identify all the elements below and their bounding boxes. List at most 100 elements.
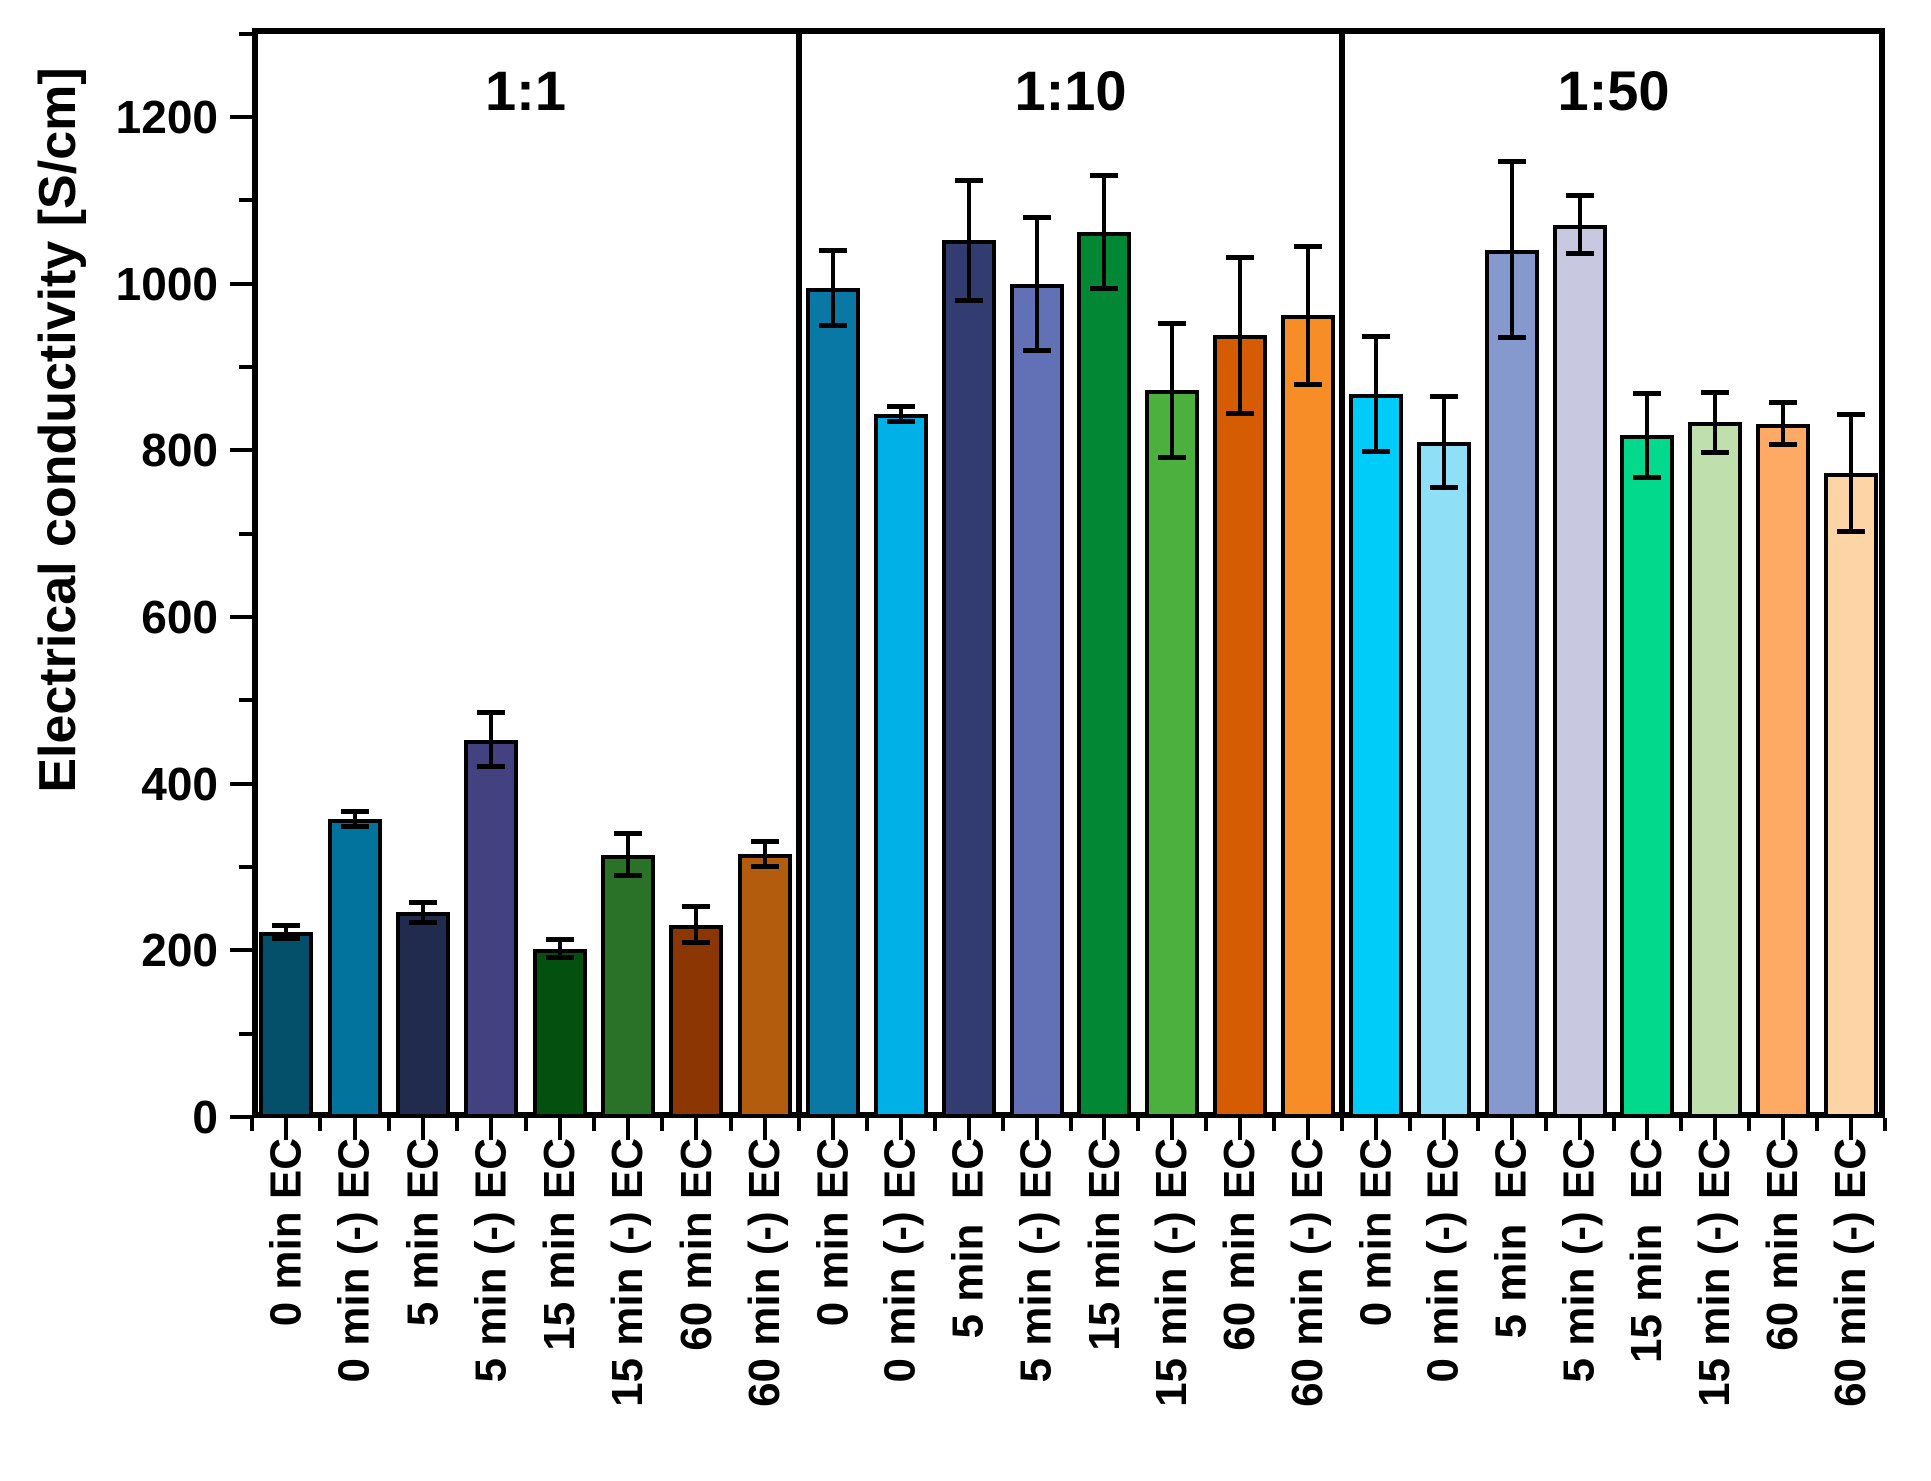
x-major-tick	[420, 1118, 425, 1140]
y-tick-label: 1200	[115, 91, 218, 143]
error-bar-cap-bottom	[1565, 251, 1594, 257]
x-major-tick	[1849, 1118, 1854, 1140]
error-bar-cap-top	[1294, 243, 1323, 249]
group-label: 1:10	[1014, 59, 1127, 122]
error-bar-line	[830, 250, 835, 326]
y-tick-label: 200	[141, 924, 218, 977]
error-bar-cap-top	[1701, 389, 1730, 395]
bar	[669, 924, 724, 1118]
error-bar-cap-top	[682, 903, 711, 909]
error-bar-cap-top	[1769, 400, 1798, 406]
bar	[1348, 393, 1403, 1118]
x-major-tick	[557, 1118, 562, 1140]
x-tick-label: 0 min EC	[1350, 1138, 1400, 1327]
group-label: 1:50	[1557, 59, 1670, 122]
bar	[1824, 472, 1879, 1118]
x-major-tick	[489, 1118, 494, 1140]
error-bar-cap-top	[408, 899, 437, 905]
x-minor-tick	[1815, 1118, 1820, 1131]
error-bar-cap-bottom	[1429, 485, 1458, 491]
error-bar-line	[1781, 402, 1786, 445]
x-major-tick	[1238, 1118, 1243, 1140]
bar	[1009, 283, 1064, 1118]
x-minor-tick	[523, 1118, 528, 1131]
y-major-tick	[230, 1115, 252, 1119]
error-bar-line	[898, 406, 903, 422]
bar	[805, 287, 860, 1118]
x-tick-label: 15 min EC	[1622, 1138, 1672, 1363]
error-bar-cap-bottom	[408, 919, 437, 925]
x-tick-label: 5 min (-) EC	[1011, 1138, 1061, 1383]
bar	[395, 912, 450, 1118]
x-minor-tick	[1543, 1118, 1548, 1131]
error-bar-cap-bottom	[682, 940, 711, 946]
error-bar-cap-bottom	[1837, 528, 1866, 534]
x-minor-tick	[455, 1118, 460, 1131]
bar	[1756, 423, 1811, 1118]
error-bar-line	[1306, 246, 1311, 385]
error-bar-line	[1034, 217, 1039, 351]
error-bar-cap-top	[1361, 333, 1390, 339]
x-tick-label: 60 min (-) EC	[739, 1138, 789, 1407]
x-tick-label: 5 min EC	[1486, 1138, 1536, 1339]
x-tick-label: 60 min (-) EC	[1283, 1138, 1333, 1407]
x-tick-label: 0 min (-) EC	[875, 1138, 925, 1383]
bar	[1620, 435, 1675, 1118]
error-bar-cap-top	[1429, 393, 1458, 399]
bar	[1688, 422, 1743, 1118]
x-tick-label: 0 min EC	[807, 1138, 857, 1327]
error-bar-cap-top	[1226, 254, 1255, 260]
x-tick-label: 60 min EC	[671, 1138, 721, 1351]
x-major-tick	[1034, 1118, 1039, 1140]
x-major-tick	[626, 1118, 631, 1140]
x-minor-tick	[1204, 1118, 1209, 1131]
x-minor-tick	[932, 1118, 937, 1131]
bar	[464, 739, 519, 1118]
y-tick-label: 600	[141, 591, 218, 643]
bar	[1077, 232, 1132, 1118]
x-major-tick	[694, 1118, 699, 1140]
error-bar-cap-bottom	[1158, 454, 1187, 460]
error-bar-cap-bottom	[1633, 474, 1662, 480]
x-tick-label: 0 min (-) EC	[1418, 1138, 1468, 1383]
error-bar-cap-bottom	[1294, 382, 1323, 387]
error-bar-cap-top	[340, 808, 369, 814]
x-tick-label: 60 min EC	[1758, 1138, 1808, 1351]
x-tick-label: 0 min (-) EC	[329, 1138, 379, 1383]
x-minor-tick	[1340, 1118, 1344, 1131]
x-major-tick	[1373, 1118, 1378, 1140]
error-bar-cap-bottom	[1090, 286, 1119, 292]
error-bar-cap-top	[1565, 192, 1594, 198]
error-bar-cap-top	[1158, 321, 1187, 327]
x-major-tick	[762, 1118, 767, 1140]
error-bar-line	[489, 712, 494, 767]
x-minor-tick	[1475, 1118, 1480, 1131]
bar	[737, 853, 792, 1118]
error-bar-line	[1373, 336, 1378, 452]
error-bar-line	[1577, 195, 1582, 254]
x-major-tick	[1102, 1118, 1107, 1140]
error-bar-cap-bottom	[477, 763, 506, 769]
error-bar-line	[694, 906, 699, 943]
error-bar-line	[420, 902, 425, 922]
group-label: 1:1	[485, 59, 566, 122]
x-tick-label: 60 min (-) EC	[1826, 1138, 1876, 1407]
x-major-tick	[830, 1118, 835, 1140]
x-tick-label: 5 min (-) EC	[1554, 1138, 1604, 1383]
error-bar-line	[1441, 396, 1446, 488]
y-minor-tick	[239, 531, 252, 536]
error-bar-line	[1102, 175, 1107, 289]
bar	[873, 413, 928, 1118]
error-bar-cap-top	[477, 710, 506, 716]
x-major-tick	[352, 1118, 357, 1140]
error-bar-cap-bottom	[340, 823, 369, 829]
error-bar-cap-bottom	[818, 322, 847, 328]
x-minor-tick	[797, 1118, 801, 1131]
x-major-tick	[1170, 1118, 1175, 1140]
x-tick-label: 60 min EC	[1215, 1138, 1265, 1351]
y-minor-tick	[239, 1031, 252, 1036]
bar	[1281, 315, 1336, 1118]
error-bar-line	[352, 811, 357, 827]
y-minor-tick	[239, 865, 252, 869]
x-minor-tick	[728, 1118, 733, 1131]
